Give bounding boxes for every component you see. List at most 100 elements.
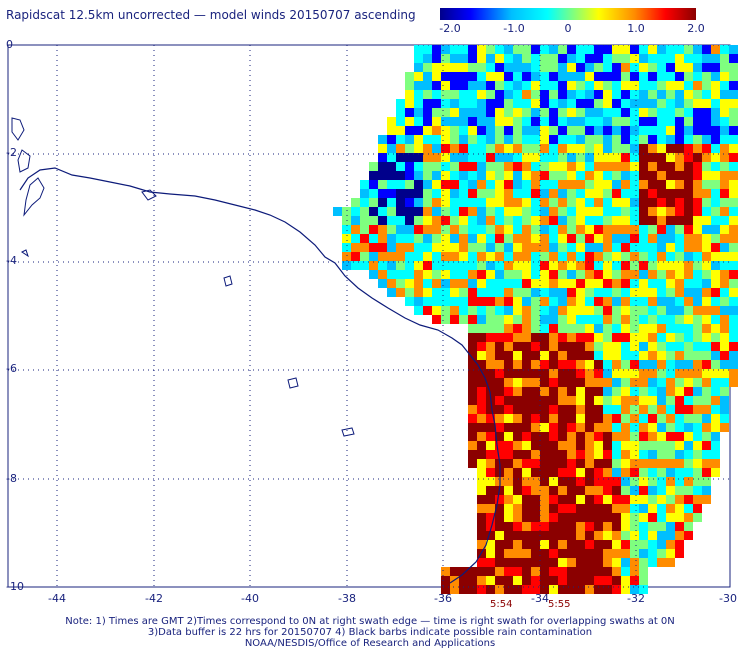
wind-cell [666, 486, 675, 495]
wind-cell [468, 369, 477, 378]
wind-cell [693, 90, 702, 99]
wind-cell [630, 414, 639, 423]
wind-cell [450, 216, 459, 225]
wind-cell [576, 333, 585, 342]
wind-cell [504, 171, 513, 180]
wind-cell [657, 531, 666, 540]
wind-cell [540, 153, 549, 162]
wind-cell [702, 387, 711, 396]
wind-cell [657, 360, 666, 369]
wind-cell [648, 270, 657, 279]
wind-cell [495, 63, 504, 72]
wind-cell [621, 585, 630, 594]
wind-cell [603, 108, 612, 117]
wind-cell [468, 279, 477, 288]
wind-cell [441, 216, 450, 225]
wind-cell [576, 270, 585, 279]
wind-cell [693, 468, 702, 477]
wind-cell [522, 396, 531, 405]
wind-cell [432, 315, 441, 324]
wind-cell [540, 531, 549, 540]
wind-cell [612, 441, 621, 450]
wind-cell [711, 252, 720, 261]
wind-cell [648, 279, 657, 288]
wind-cell [693, 324, 702, 333]
wind-cell [522, 468, 531, 477]
wind-cell [558, 144, 567, 153]
wind-cell [657, 135, 666, 144]
wind-cell [387, 288, 396, 297]
wind-cell [684, 171, 693, 180]
wind-cell [666, 495, 675, 504]
wind-cell [576, 225, 585, 234]
wind-cell [612, 468, 621, 477]
wind-cell [729, 135, 738, 144]
wind-cell [603, 513, 612, 522]
wind-cell [648, 144, 657, 153]
wind-cell [630, 477, 639, 486]
wind-cell [576, 459, 585, 468]
wind-cell [567, 216, 576, 225]
wind-cell [648, 297, 657, 306]
wind-cell [675, 441, 684, 450]
wind-cell [468, 288, 477, 297]
wind-cell [486, 459, 495, 468]
wind-cell [432, 288, 441, 297]
wind-cell [567, 396, 576, 405]
wind-cell [549, 414, 558, 423]
coastline-island [341, 427, 355, 437]
wind-cell [621, 369, 630, 378]
wind-cell [684, 234, 693, 243]
wind-cell [387, 279, 396, 288]
wind-cell [522, 306, 531, 315]
wind-cell [513, 522, 522, 531]
wind-cell [585, 315, 594, 324]
wind-cell [549, 477, 558, 486]
wind-cell [513, 54, 522, 63]
wind-cell [432, 252, 441, 261]
wind-cell [594, 72, 603, 81]
wind-cell [639, 180, 648, 189]
wind-cell [675, 432, 684, 441]
wind-cell [585, 72, 594, 81]
wind-cell [486, 360, 495, 369]
wind-cell [630, 522, 639, 531]
wind-cell [495, 333, 504, 342]
wind-cell [684, 225, 693, 234]
wind-cell [621, 117, 630, 126]
wind-cell [621, 153, 630, 162]
wind-cell [576, 585, 585, 594]
wind-cell [603, 351, 612, 360]
wind-cell [648, 351, 657, 360]
wind-cell [450, 189, 459, 198]
wind-cell [414, 99, 423, 108]
wind-cell [657, 549, 666, 558]
wind-cell [711, 162, 720, 171]
wind-cell [594, 495, 603, 504]
wind-cell [630, 216, 639, 225]
wind-cell [567, 117, 576, 126]
wind-cell [558, 90, 567, 99]
wind-cell [675, 135, 684, 144]
wind-cell [666, 450, 675, 459]
wind-cell [684, 522, 693, 531]
wind-cell [711, 198, 720, 207]
wind-cell [711, 243, 720, 252]
wind-cell [495, 441, 504, 450]
wind-cell [495, 360, 504, 369]
wind-cell [531, 351, 540, 360]
wind-cell [684, 378, 693, 387]
wind-cell [711, 117, 720, 126]
wind-cell [711, 306, 720, 315]
wind-cell [648, 405, 657, 414]
y-tick-label: 0 [6, 38, 13, 51]
wind-cell [657, 450, 666, 459]
wind-cell [387, 162, 396, 171]
wind-cell [522, 441, 531, 450]
wind-cell [729, 279, 738, 288]
wind-cell [612, 198, 621, 207]
wind-cell [405, 216, 414, 225]
wind-cell [405, 207, 414, 216]
wind-cell [531, 405, 540, 414]
wind-cell [621, 288, 630, 297]
